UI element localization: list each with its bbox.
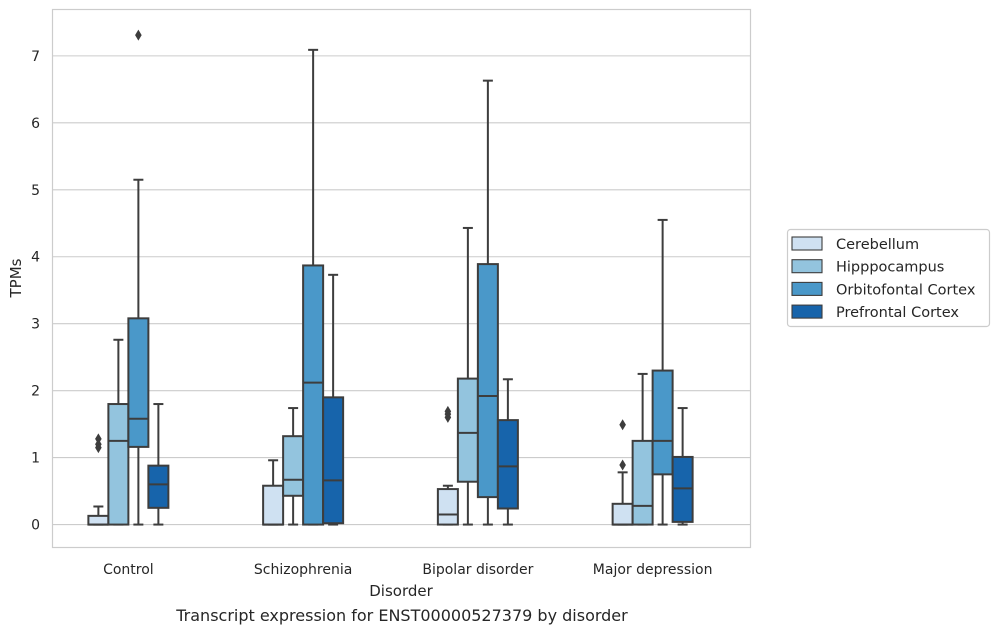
box-0-3 — [147, 403, 170, 526]
x-tick-label: Major depression — [593, 562, 713, 578]
box-3-3 — [671, 407, 694, 526]
box-body — [262, 484, 285, 526]
box-0-2 — [127, 29, 150, 526]
legend-frame — [786, 228, 991, 328]
box-1-2 — [302, 48, 325, 526]
y-tick-label: 4 — [31, 250, 40, 266]
outlier-point — [619, 459, 626, 471]
box-body — [127, 317, 150, 448]
legend-label: Hipppocampus — [836, 260, 944, 276]
y-tick-label: 3 — [31, 317, 40, 333]
legend-label: Cerebellum — [836, 237, 919, 253]
box-body — [496, 419, 519, 510]
box-plots — [87, 29, 694, 526]
y-tick-label: 1 — [31, 451, 40, 467]
y-axis-ticks: 0 1 2 3 4 5 6 7 — [31, 49, 40, 534]
legend-swatch — [791, 259, 823, 274]
legend-swatch — [791, 236, 823, 251]
box-body — [631, 439, 654, 526]
box-body — [456, 377, 479, 483]
box-body — [322, 396, 345, 525]
box-body — [651, 369, 674, 476]
x-tick-label: Schizophrenia — [254, 562, 352, 578]
outlier-point — [135, 29, 142, 41]
box-0-0 — [87, 433, 110, 526]
x-axis-label: Disorder — [369, 582, 433, 600]
y-tick-label: 7 — [31, 49, 40, 65]
legend-label: Orbitofontal Cortex — [836, 282, 976, 298]
box-body — [282, 435, 305, 497]
box-1-0 — [262, 459, 285, 526]
box-1-3 — [322, 273, 345, 526]
box-3-2 — [651, 218, 674, 526]
outlier-point — [444, 405, 452, 417]
box-2-3 — [496, 378, 519, 526]
box-body — [671, 455, 694, 523]
box-body — [107, 403, 130, 526]
x-axis-ticks: Control Schizophrenia Bipolar disorder Majo… — [103, 562, 712, 578]
y-axis-label: TPMs — [7, 258, 25, 298]
box-body — [302, 264, 325, 526]
legend-swatch — [791, 281, 823, 296]
legend-label: Prefrontal Cortex — [836, 305, 959, 321]
y-tick-label: 6 — [31, 116, 40, 132]
box-body — [147, 464, 170, 509]
plot-frame — [51, 8, 752, 549]
legend: Cerebellum Hipppocampus Orbitofontal Corte… — [786, 228, 991, 328]
y-tick-label: 5 — [31, 183, 40, 199]
box-3-0 — [611, 419, 634, 526]
gridlines — [52, 55, 751, 526]
box-1-1 — [282, 407, 305, 526]
box-body — [87, 514, 110, 526]
outlier-point — [619, 419, 626, 431]
outlier-point — [95, 433, 102, 445]
box-body — [436, 488, 459, 526]
box-2-2 — [476, 79, 499, 526]
box-0-1 — [107, 338, 130, 526]
legend-swatch — [791, 304, 823, 319]
y-tick-label: 2 — [31, 384, 40, 400]
box-2-0 — [436, 405, 459, 526]
box-body — [611, 502, 634, 526]
y-tick-label: 0 — [31, 518, 40, 534]
box-body — [476, 263, 499, 499]
x-tick-label: Bipolar disorder — [422, 562, 533, 578]
chart-caption: Transcript expression for ENST0000052737… — [176, 606, 628, 625]
box-3-1 — [631, 372, 654, 526]
x-tick-label: Control — [103, 562, 154, 578]
box-2-1 — [456, 226, 479, 526]
